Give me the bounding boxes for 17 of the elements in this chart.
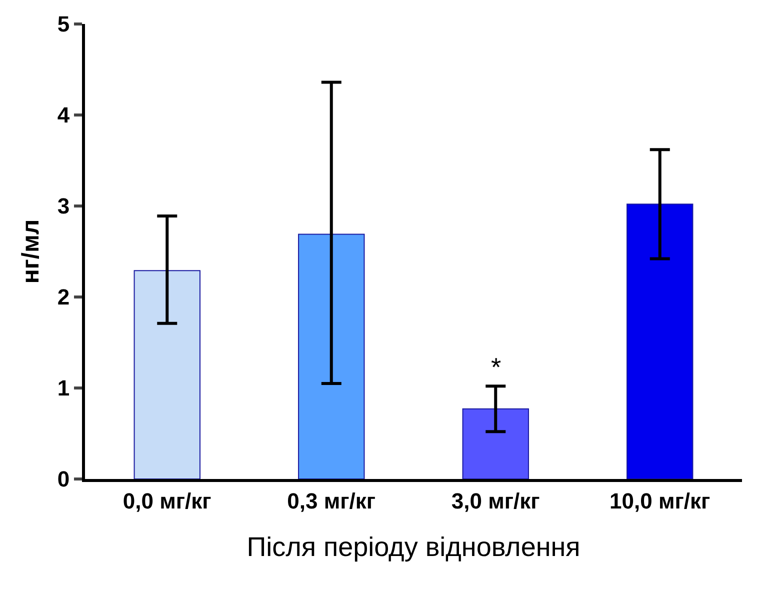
bar [462,408,529,479]
bar [134,270,200,479]
x-tick-label: 0,0 мг/кг [122,488,212,514]
x-tick-label: 0,3 мг/кг [287,488,376,514]
annotation: * [491,352,502,382]
y-tick-label: 2 [57,284,70,310]
x-axis-title: Після періоду відновлення [246,532,580,562]
y-tick-label: 5 [57,12,70,37]
y-tick-label: 0 [57,466,70,492]
bar [626,204,694,479]
x-tick-label: 3,0 мг/кг [451,488,540,514]
y-axis-title: нг/мл [17,219,44,284]
bar [298,234,365,479]
y-tick-label: 4 [57,102,70,128]
y-tick-label: 1 [57,376,70,401]
x-tick-label: 10,0 мг/кг [610,488,710,514]
y-tick-label: 3 [57,194,70,219]
